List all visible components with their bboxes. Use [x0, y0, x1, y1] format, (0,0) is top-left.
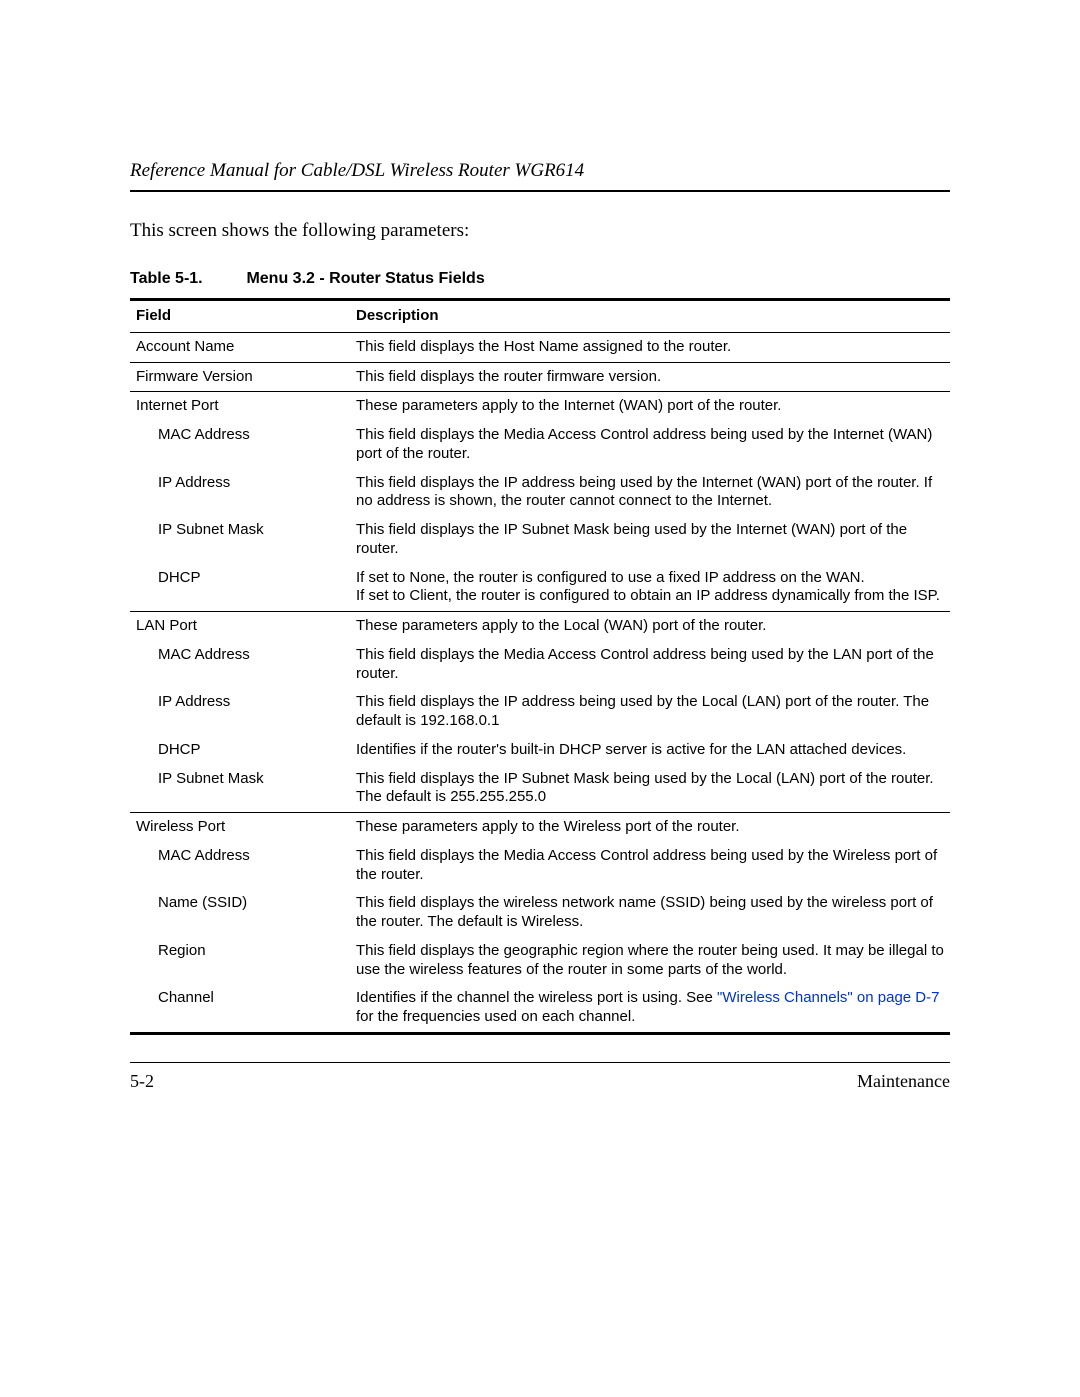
- table-row: Wireless PortThese parameters apply to t…: [130, 813, 950, 842]
- table-cell-field: Internet Port: [130, 392, 350, 421]
- table-row: IP AddressThis field displays the IP add…: [130, 688, 950, 736]
- table-row: IP Subnet MaskThis field displays the IP…: [130, 516, 950, 564]
- table-cell-description: Identifies if the channel the wireless p…: [350, 984, 950, 1033]
- table-row: RegionThis field displays the geographic…: [130, 937, 950, 985]
- table-row: Account NameThis field displays the Host…: [130, 332, 950, 362]
- table-cell-description: These parameters apply to the Local (WAN…: [350, 612, 950, 641]
- table-cell-description: This field displays the geographic regio…: [350, 937, 950, 985]
- table-caption-number: Table 5-1.: [130, 270, 242, 288]
- router-status-table: Field Description Account NameThis field…: [130, 298, 950, 1035]
- table-cell-field: IP Address: [130, 469, 350, 517]
- table-cell-field: Channel: [130, 984, 350, 1033]
- page-number: 5-2: [130, 1071, 154, 1092]
- footer-section: Maintenance: [857, 1071, 950, 1092]
- table-cell-description: This field displays the IP Subnet Mask b…: [350, 765, 950, 813]
- table-cell-field: MAC Address: [130, 641, 350, 689]
- table-cell-description: Identifies if the router's built-in DHCP…: [350, 736, 950, 765]
- table-row: Internet PortThese parameters apply to t…: [130, 392, 950, 421]
- table-row: MAC AddressThis field displays the Media…: [130, 421, 950, 469]
- table-row: ChannelIdentifies if the channel the wir…: [130, 984, 950, 1033]
- table-cell-field: Name (SSID): [130, 889, 350, 937]
- table-cell-description: This field displays the IP address being…: [350, 469, 950, 517]
- table-cell-description: This field displays the Host Name assign…: [350, 332, 950, 362]
- table-row: DHCPIf set to None, the router is config…: [130, 564, 950, 612]
- table-row: IP AddressThis field displays the IP add…: [130, 469, 950, 517]
- table-cell-field: IP Subnet Mask: [130, 516, 350, 564]
- table-cell-field: LAN Port: [130, 612, 350, 641]
- table-cell-description: This field displays the Media Access Con…: [350, 641, 950, 689]
- table-row: DHCPIdentifies if the router's built-in …: [130, 736, 950, 765]
- table-cell-description: This field displays the Media Access Con…: [350, 421, 950, 469]
- table-cell-field: DHCP: [130, 564, 350, 612]
- running-header: Reference Manual for Cable/DSL Wireless …: [130, 160, 950, 192]
- table-header-row: Field Description: [130, 300, 950, 333]
- table-cell-field: Account Name: [130, 332, 350, 362]
- table-cell-description: This field displays the wireless network…: [350, 889, 950, 937]
- table-row: Firmware VersionThis field displays the …: [130, 362, 950, 392]
- table-cell-field: Wireless Port: [130, 813, 350, 842]
- table-row: IP Subnet MaskThis field displays the IP…: [130, 765, 950, 813]
- table-cell-description: These parameters apply to the Wireless p…: [350, 813, 950, 842]
- table-cell-description: These parameters apply to the Internet (…: [350, 392, 950, 421]
- table-row: MAC AddressThis field displays the Media…: [130, 842, 950, 890]
- document-page: Reference Manual for Cable/DSL Wireless …: [0, 0, 1080, 1397]
- table-row: LAN PortThese parameters apply to the Lo…: [130, 612, 950, 641]
- table-cell-description: This field displays the router firmware …: [350, 362, 950, 392]
- table-row: MAC AddressThis field displays the Media…: [130, 641, 950, 689]
- table-cell-field: Region: [130, 937, 350, 985]
- table-cell-description: This field displays the Media Access Con…: [350, 842, 950, 890]
- cross-reference-link[interactable]: "Wireless Channels" on page D-7: [717, 989, 939, 1006]
- table-cell-description: This field displays the IP Subnet Mask b…: [350, 516, 950, 564]
- intro-paragraph: This screen shows the following paramete…: [130, 220, 950, 242]
- table-header-description: Description: [350, 300, 950, 333]
- table-cell-description: If set to None, the router is configured…: [350, 564, 950, 612]
- table-caption-title: Menu 3.2 - Router Status Fields: [246, 270, 484, 287]
- table-cell-field: DHCP: [130, 736, 350, 765]
- page-footer: 5-2 Maintenance: [130, 1062, 950, 1092]
- table-cell-field: MAC Address: [130, 421, 350, 469]
- table-body: Account NameThis field displays the Host…: [130, 332, 950, 1033]
- table-header-field: Field: [130, 300, 350, 333]
- table-row: Name (SSID)This field displays the wirel…: [130, 889, 950, 937]
- table-cell-field: IP Address: [130, 688, 350, 736]
- table-cell-description: This field displays the IP address being…: [350, 688, 950, 736]
- table-caption: Table 5-1. Menu 3.2 - Router Status Fiel…: [130, 270, 950, 288]
- table-cell-field: IP Subnet Mask: [130, 765, 350, 813]
- table-cell-field: Firmware Version: [130, 362, 350, 392]
- table-cell-field: MAC Address: [130, 842, 350, 890]
